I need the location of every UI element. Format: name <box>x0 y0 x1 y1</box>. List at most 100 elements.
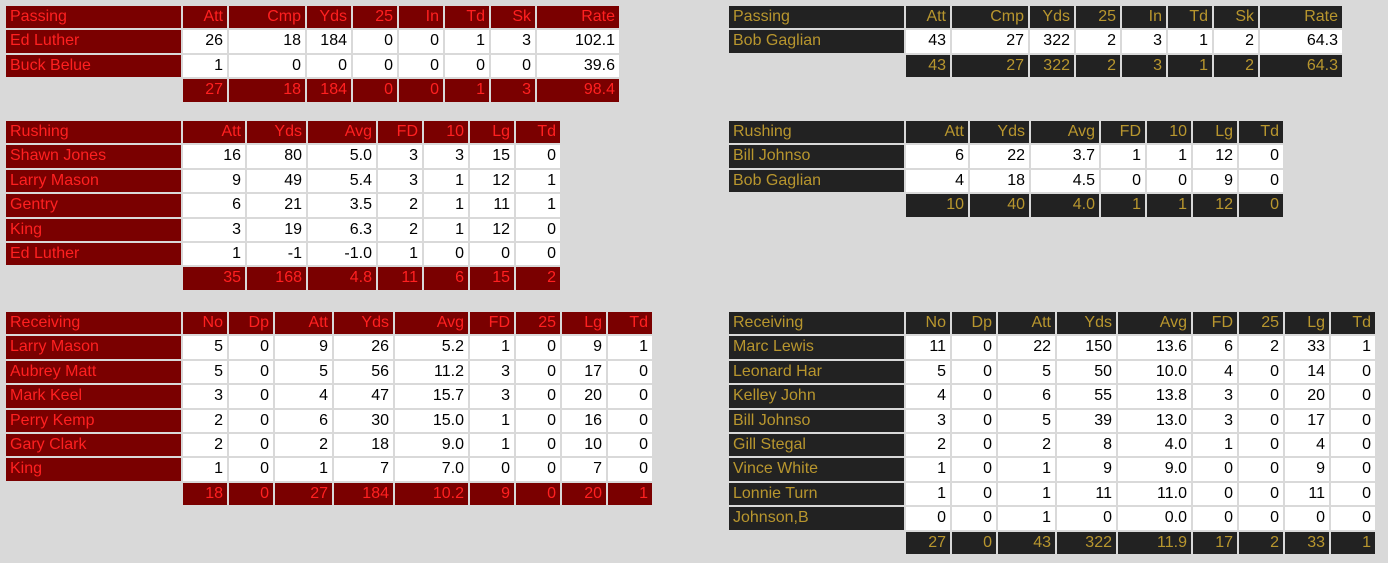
stat-cell: 0 <box>445 54 489 78</box>
total-cell: 4.0 <box>1031 194 1099 217</box>
player-name: Gentry <box>6 194 181 217</box>
table-row: Shawn Jones 16 80 5.0 3 3 15 0 <box>6 145 560 168</box>
column-header: Att <box>998 312 1055 335</box>
totals-row: 27 0 43 322 11.9 17 2 33 1 <box>729 531 1375 554</box>
table-row: Aubrey Matt 5 0 5 56 11.2 3 0 17 0 <box>6 360 652 384</box>
stat-cell: 3 <box>1193 385 1237 408</box>
total-cell: 12 <box>1193 194 1237 217</box>
table-row: Buck Belue 1 0 0 0 0 0 0 39.6 <box>6 54 619 78</box>
total-cell: 0 <box>952 531 996 554</box>
total-cell: 322 <box>1057 531 1116 554</box>
stat-cell: 1 <box>378 242 422 266</box>
stat-cell: 0 <box>1239 507 1283 530</box>
player-name: Johnson,B <box>729 507 904 530</box>
stat-cell: 6 <box>183 194 245 217</box>
stat-cell: 1 <box>470 336 514 359</box>
stat-cell: 0 <box>307 54 351 78</box>
total-cell: 1 <box>445 79 489 102</box>
table-row: Lonnie Turn 1 0 1 11 11.0 0 0 11 0 <box>729 482 1375 506</box>
stat-cell: 11 <box>470 194 514 217</box>
stat-cell: 0 <box>608 385 652 408</box>
table-row: Perry Kemp 2 0 6 30 15.0 1 0 16 0 <box>6 409 652 432</box>
column-header: Lg <box>470 121 514 144</box>
player-name: Lonnie Turn <box>729 482 904 506</box>
column-header: Yds <box>307 6 351 29</box>
stat-cell: 0 <box>353 54 397 78</box>
stat-cell: 6 <box>1193 336 1237 359</box>
stat-cell: 0 <box>952 385 996 408</box>
totals-spacer <box>729 55 904 77</box>
stat-cell: 2 <box>275 433 332 457</box>
stat-cell: 22 <box>998 336 1055 359</box>
stat-cell: 1 <box>445 30 489 53</box>
total-cell: 20 <box>562 482 606 506</box>
table-row: Ed Luther 1 -1 -1.0 1 0 0 0 <box>6 242 560 266</box>
stat-cell: 49 <box>247 169 306 193</box>
stat-cell: 184 <box>307 30 351 53</box>
column-header: 10 <box>424 121 468 144</box>
total-cell: 0 <box>353 79 397 102</box>
stat-cell: 5 <box>998 360 1055 384</box>
stat-cell: 0 <box>1239 458 1283 481</box>
column-header: Cmp <box>952 6 1028 29</box>
totals-row: 10 40 4.0 1 1 12 0 <box>729 194 1283 217</box>
player-name: Bob Gaglian <box>729 169 904 193</box>
player-name: Leonard Har <box>729 360 904 384</box>
stat-cell: 0 <box>399 54 443 78</box>
table-row: Marc Lewis 11 0 22 150 13.6 6 2 33 1 <box>729 336 1375 359</box>
column-header: Rate <box>1260 6 1342 29</box>
stat-cell: 11 <box>906 336 950 359</box>
column-header: Lg <box>1193 121 1237 144</box>
total-cell: 18 <box>229 79 305 102</box>
player-name: Marc Lewis <box>729 336 904 359</box>
home-passing-table: Passing Att Cmp Yds 25 In Td Sk Rate Ed Luther 26 1… <box>6 6 619 102</box>
stat-cell: 1 <box>516 194 560 217</box>
total-cell: 27 <box>183 79 227 102</box>
stat-cell: 9 <box>562 336 606 359</box>
stat-cell: 55 <box>1057 385 1116 408</box>
column-header: Cmp <box>229 6 305 29</box>
stat-cell: 3 <box>470 360 514 384</box>
column-header: Att <box>183 6 227 29</box>
column-header: FD <box>1101 121 1145 144</box>
stat-cell: 3 <box>183 385 227 408</box>
table-row: Kelley John 4 0 6 55 13.8 3 0 20 0 <box>729 385 1375 408</box>
totals-spacer <box>6 79 181 101</box>
stat-cell: 0 <box>1331 360 1375 384</box>
stat-cell: 18 <box>334 433 393 457</box>
stat-cell: 4.5 <box>1031 169 1099 193</box>
column-header: Lg <box>562 312 606 335</box>
stat-cell: 7.0 <box>395 458 468 481</box>
stat-cell: 0 <box>229 360 273 384</box>
stat-cell: 0 <box>424 242 468 266</box>
table-row: Leonard Har 5 0 5 50 10.0 4 0 14 0 <box>729 360 1375 384</box>
column-header: In <box>399 6 443 29</box>
away-receiving-table: Receiving No Dp Att Yds Avg FD 25 Lg Td Marc Lewis… <box>729 312 1375 554</box>
stat-cell: 20 <box>562 385 606 408</box>
table-header-row: Rushing Att Yds Avg FD 10 Lg Td <box>729 121 1283 144</box>
stat-cell: 0 <box>491 54 535 78</box>
total-cell: 98.4 <box>537 79 619 102</box>
stat-cell: 150 <box>1057 336 1116 359</box>
stat-cell: 11 <box>1057 482 1116 506</box>
stat-cell: 0 <box>470 242 514 266</box>
stat-cell: 5.0 <box>308 145 376 168</box>
stat-cell: 27 <box>952 30 1028 53</box>
stat-cell: 0 <box>1331 507 1375 530</box>
stat-cell: 0 <box>1331 482 1375 506</box>
stat-cell: 2 <box>906 433 950 457</box>
stat-cell: 1 <box>998 482 1055 506</box>
stat-cell: 0 <box>229 433 273 457</box>
stat-cell: 0 <box>1193 458 1237 481</box>
column-header: Td <box>608 312 652 335</box>
stat-cell: 50 <box>1057 360 1116 384</box>
stat-cell: 10.0 <box>1118 360 1191 384</box>
column-header: Td <box>445 6 489 29</box>
stat-cell: 4 <box>906 169 968 193</box>
stat-cell: 322 <box>1030 30 1074 53</box>
stat-cell: 12 <box>470 218 514 241</box>
column-header: Td <box>1331 312 1375 335</box>
total-cell: 33 <box>1285 531 1329 554</box>
stat-cell: 14 <box>1285 360 1329 384</box>
stat-cell: 5 <box>183 336 227 359</box>
